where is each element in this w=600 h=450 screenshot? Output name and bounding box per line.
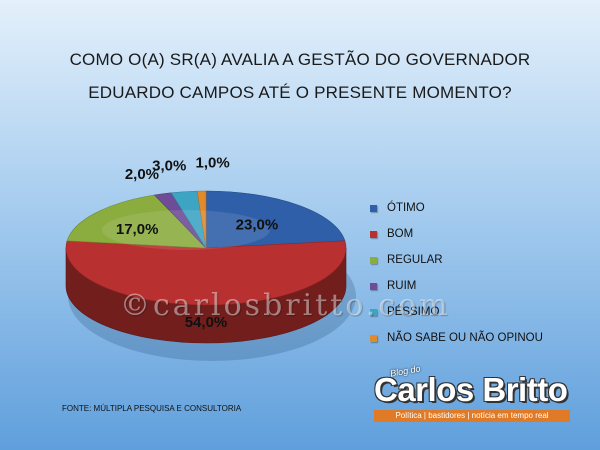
legend-swatch xyxy=(370,308,377,316)
pie-slice xyxy=(205,190,346,249)
legend-label: NÃO SABE OU NÃO OPINOU xyxy=(387,332,543,344)
source-note: FONTE: MÚLTIPLA PESQUISA E CONSULTORIA xyxy=(62,404,242,413)
legend-label: RUIM xyxy=(387,280,417,292)
legend-label: ÓTIMO xyxy=(387,202,425,214)
data-label-3: 2,0% xyxy=(125,166,159,183)
legend-label: PÉSSIMO xyxy=(387,306,440,318)
legend-item-bom: BOM xyxy=(370,221,543,247)
legend-item-regular: REGULAR xyxy=(370,247,543,273)
legend-swatch xyxy=(370,334,377,342)
pie-slice xyxy=(196,190,207,249)
chart-legend: ÓTIMO BOM REGULAR RUIM PÉSSIMO NÃO SABE … xyxy=(370,195,543,351)
legend-label: REGULAR xyxy=(387,254,443,266)
data-label-2: 17,0% xyxy=(116,221,159,238)
legend-swatch xyxy=(370,230,377,238)
pie-slice xyxy=(66,194,207,249)
legend-swatch xyxy=(370,282,377,290)
legend-swatch xyxy=(370,256,377,264)
data-label-5: 1,0% xyxy=(196,154,230,171)
logo-tagline: Política | bastidores | notícia em tempo… xyxy=(374,410,570,422)
pie-top xyxy=(65,190,347,306)
logo-name: Carlos Britto xyxy=(374,371,568,408)
data-label-1: 54,0% xyxy=(185,314,228,331)
pie-highlight xyxy=(102,210,270,250)
legend-item-nao-sabe: NÃO SABE OU NÃO OPINOU xyxy=(370,325,543,351)
data-label-4: 3,0% xyxy=(152,157,186,174)
blog-logo: Blog do Carlos Britto Política | bastido… xyxy=(372,363,574,427)
pie-slice xyxy=(65,240,347,306)
watermark: ©carlosbritto.com xyxy=(120,288,451,323)
legend-item-pessimo: PÉSSIMO xyxy=(370,299,543,325)
chart-title-line-1: COMO O(A) SR(A) AVALIA A GESTÃO DO GOVER… xyxy=(69,50,531,69)
chart-title-line-2: EDUARDO CAMPOS ATÉ O PRESENTE MOMENTO? xyxy=(88,83,512,102)
legend-item-otimo: ÓTIMO xyxy=(370,195,543,221)
legend-item-ruim: RUIM xyxy=(370,273,543,299)
data-label-0: 23,0% xyxy=(236,216,279,233)
legend-label: BOM xyxy=(387,228,414,240)
legend-swatch xyxy=(370,204,377,212)
